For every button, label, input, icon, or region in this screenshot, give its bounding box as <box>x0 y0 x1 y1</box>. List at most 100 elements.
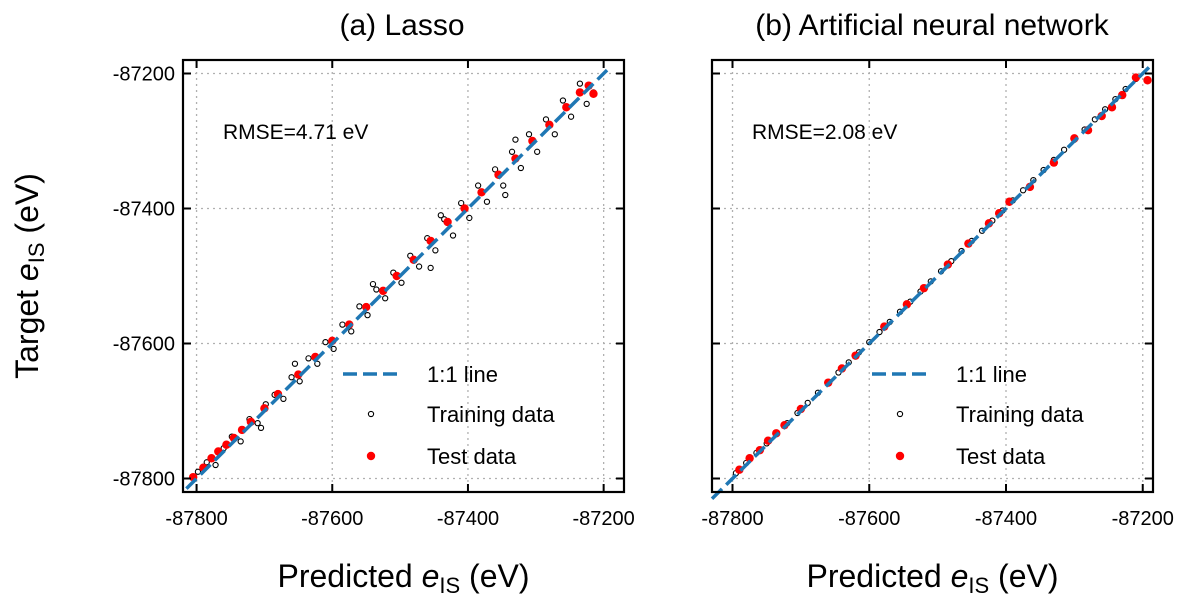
panel-b-test-point-25 <box>1131 73 1141 82</box>
panel-a-training-point-46 <box>583 100 590 108</box>
panel-a-training-point-40 <box>534 148 541 155</box>
panel-a-training-point-2 <box>212 461 219 469</box>
panel-a-training-point-11 <box>288 374 295 381</box>
panel-a-training-point-21 <box>373 286 380 293</box>
panel-a-frame <box>181 58 626 494</box>
panel-a-ylabel-part-3: (eV) <box>9 173 45 242</box>
panel-a-training-point-51 <box>427 264 434 272</box>
panel-a-training-point-32 <box>466 214 473 222</box>
panel-a-xlabel-part-1: e <box>422 558 440 594</box>
panel-b-xlabel-part-1: e <box>951 558 969 594</box>
panel-a-training-point-0 <box>194 468 202 475</box>
panel-a-legend-training-swatch <box>367 410 375 418</box>
panel-a-ylabel-part-0: Target <box>9 281 45 379</box>
panel-a-training-point-13 <box>305 355 312 362</box>
panel-a-training-point-24 <box>398 279 405 286</box>
panel-a-training-point-44 <box>567 113 575 120</box>
panel-a-test-point-16 <box>392 271 401 281</box>
panel-a-xlabel-part-3: (eV) <box>460 558 529 594</box>
panel-a-legend-training-label: Training data <box>427 402 555 427</box>
panel-a-legend-test-swatch <box>366 451 376 461</box>
panel-a-training-point-45 <box>576 80 584 87</box>
panel-b-legend-training-swatch <box>896 410 904 418</box>
panel-a-training-point-48 <box>512 136 519 143</box>
panel-a-training-point-16 <box>330 345 337 353</box>
panel-b-xtick-label-2: -87400 <box>975 508 1037 530</box>
panel-b-title: (b) Artificial neural network <box>755 9 1109 42</box>
panel-a-test-point-4 <box>222 440 231 449</box>
panel-a-xtick-label-1: -87600 <box>301 508 363 530</box>
panel-a-test-point-21 <box>477 188 486 197</box>
panel-a-training-point-34 <box>483 198 491 205</box>
panel-a-training-point-19 <box>356 303 363 310</box>
panel-b-xlabel: Predicted eIS (eV) <box>806 558 1058 598</box>
panel-a-training-point-7 <box>254 419 261 427</box>
panel-a-rmse-annotation: RMSE=4.71 eV <box>223 121 368 144</box>
panel-a-training-point-42 <box>551 131 558 138</box>
panel-a-training-point-15 <box>322 338 329 346</box>
panel-a-training-point-37 <box>508 148 516 155</box>
panel-b-xtick-label-3: -87200 <box>1112 508 1174 530</box>
panel-a-legend-test-label: Test data <box>427 444 517 469</box>
panel-b-legend-test-label: Test data <box>956 444 1046 469</box>
panel-a-xtick-label-3: -87200 <box>573 508 635 530</box>
panel-a-ylabel-part-2: IS <box>24 242 49 263</box>
panel-a-training-point-30 <box>449 232 457 239</box>
panel-a-test-point-20 <box>460 204 469 213</box>
panel-a-ylabel: Target eIS (eV) <box>9 173 49 379</box>
panel-a-xtick-label-2: -87400 <box>437 508 499 530</box>
panel-b-identity-line <box>710 65 1151 500</box>
panel-a-test-point-14 <box>361 302 371 312</box>
panel-a-training-point-18 <box>348 328 355 335</box>
panel-b-xlabel-part-2: IS <box>968 573 989 598</box>
panel-b-legend-test-swatch <box>895 451 905 461</box>
panel-a-xtick-label-0: -87800 <box>165 508 227 530</box>
panel-a-training-point-5 <box>237 438 244 445</box>
panel-a-xlabel-part-2: IS <box>439 573 460 598</box>
panel-b-xtick-label-1: -87600 <box>838 508 900 530</box>
panel-b-test-point-23 <box>1107 103 1117 112</box>
panel-a-training-point-1 <box>203 459 210 466</box>
panel-a-ytick-label-3: -87800 <box>113 469 175 491</box>
panel-a-test-point-29 <box>589 89 598 98</box>
panel-a-xlabel-part-0: Predicted <box>277 558 421 594</box>
panel-a-training-point-31 <box>458 199 465 207</box>
panel-a-training-point-10 <box>280 395 287 402</box>
panel-a-legend-line-label: 1:1 line <box>427 362 498 387</box>
panel-b-training-point-28 <box>1019 187 1027 194</box>
panel-a-training-point-36 <box>500 182 507 189</box>
panel-a-training-point-50 <box>437 212 444 219</box>
panel-a-title: (a) Lasso <box>339 9 464 42</box>
panel-b-xtick-label-0: -87800 <box>701 508 763 530</box>
panel-a-xlabel: Predicted eIS (eV) <box>277 558 529 598</box>
panel-b-test-point-1 <box>745 454 754 463</box>
panel-a-test-point-2 <box>207 454 216 463</box>
panel-b-rmse-annotation: RMSE=2.08 eV <box>752 121 897 144</box>
panel-a-ytick-label-1: -87400 <box>113 199 175 221</box>
panel-a-training-point-52 <box>369 280 377 288</box>
panel-a-training-point-39 <box>525 131 533 138</box>
panel-b-test-point-26 <box>1143 76 1152 85</box>
panel-b-xlabel-part-3: (eV) <box>989 558 1058 594</box>
panel-a-test-point-19 <box>443 217 452 227</box>
panel-a-ytick-label-2: -87600 <box>113 334 175 356</box>
panel-a-training-point-35 <box>491 166 499 173</box>
panel-a-training-point-26 <box>415 263 423 270</box>
panel-b-frame <box>710 58 1155 494</box>
panel-a-ytick-label-0: -87200 <box>113 64 175 86</box>
panel-a-test-point-10 <box>294 370 303 379</box>
panel-a-training-point-43 <box>559 97 567 104</box>
panel-b-legend-training-label: Training data <box>956 402 1084 427</box>
panel-a-training-point-12 <box>296 378 303 385</box>
panel-a-training-point-20 <box>364 311 371 319</box>
panel-a-training-point-54 <box>257 424 265 432</box>
panel-a-test-point-26 <box>562 103 571 112</box>
panel-a-ylabel-part-1: e <box>9 263 45 281</box>
panel-b-legend-line-label: 1:1 line <box>956 362 1027 387</box>
panel-b-xlabel-part-0: Predicted <box>806 558 950 594</box>
panel-a-training-point-49 <box>502 191 509 199</box>
panel-a-training-point-14 <box>314 360 321 367</box>
panel-a-training-point-33 <box>474 182 482 189</box>
panel-a-training-point-17 <box>339 321 346 328</box>
